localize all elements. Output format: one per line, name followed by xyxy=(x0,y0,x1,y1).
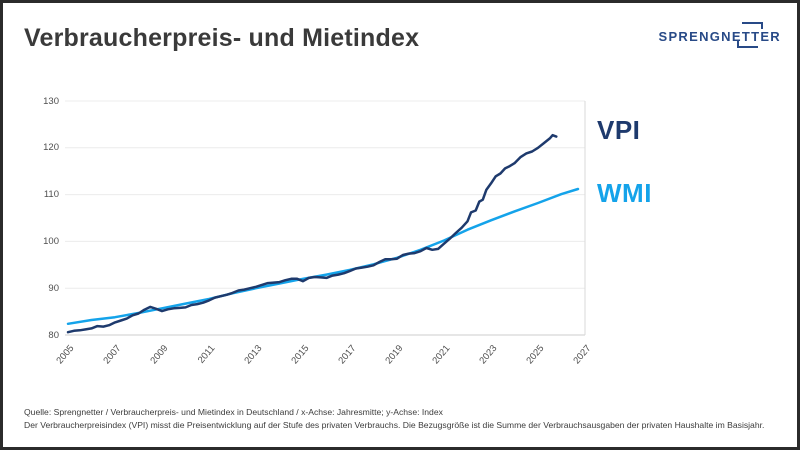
logo-bracket-bottom-icon xyxy=(736,41,758,48)
footer-notes: Quelle: Sprengnetter / Verbraucherpreis-… xyxy=(24,406,784,431)
logo-text-left: SPRENGNE xyxy=(658,29,742,44)
series-line-wmi xyxy=(66,187,580,326)
definition-line: Der Verbraucherpreisindex (VPI) misst di… xyxy=(24,419,765,430)
logo-bracket-top-icon xyxy=(741,22,763,29)
series-line-vpi xyxy=(66,133,558,334)
logo-tt-text: TT xyxy=(741,29,761,44)
legend-label-wmi: WMI xyxy=(597,178,652,208)
page-title: Verbraucherpreis- und Mietindex xyxy=(24,24,420,52)
source-line: Quelle: Sprengnetter / Verbraucherpreis-… xyxy=(24,407,443,417)
logo-tt: TT xyxy=(736,22,763,48)
legend-label-vpi: VPI xyxy=(597,115,641,145)
sprengnetter-logo: SPRENGNE TTER xyxy=(658,22,781,48)
slide: Verbraucherpreis- und Mietindex SPRENGNE… xyxy=(3,3,797,447)
line-chart xyxy=(65,100,586,336)
logo-text-right: ER xyxy=(760,29,781,44)
